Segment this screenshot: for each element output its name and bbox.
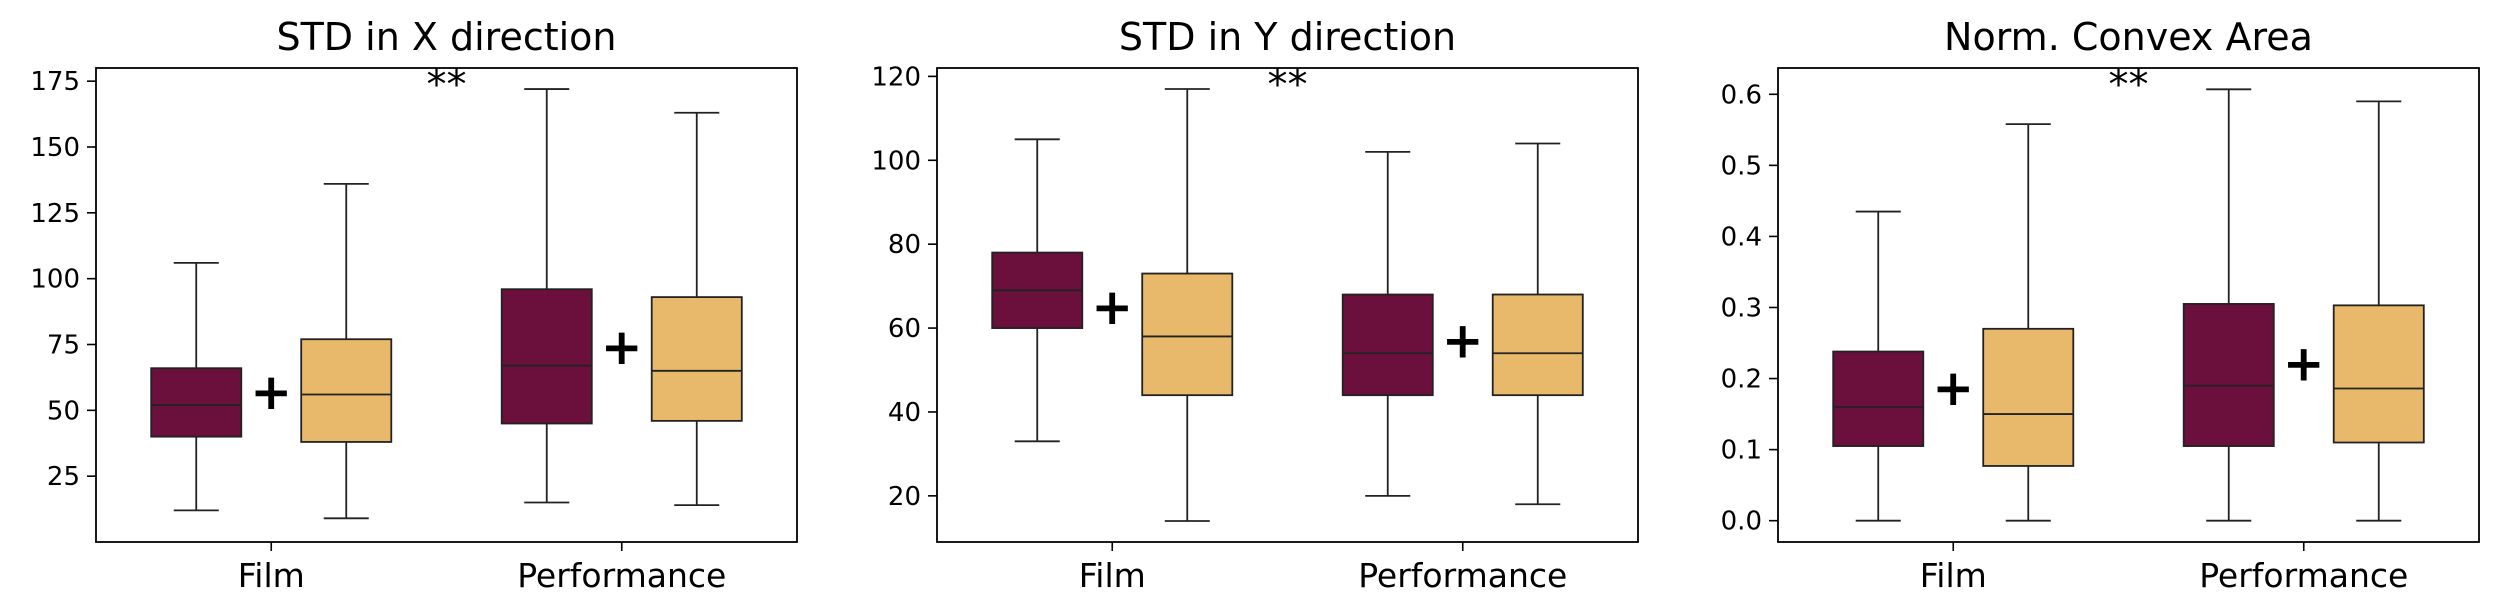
y-tick-label: 0.0 [1721, 507, 1762, 537]
plot-frame [1777, 67, 2480, 543]
panel-convex-area: Norm. Convex Area ** Film Performance 0.… [1721, 15, 2480, 595]
panel-std-x: STD in X direction ** Film Performance 2… [30, 15, 798, 595]
x-category-label: Film [1079, 556, 1146, 595]
y-tick-label: 80 [888, 230, 921, 260]
y-tick-label: 0.6 [1721, 80, 1762, 110]
box [650, 296, 743, 422]
box [1832, 350, 1925, 447]
box [2182, 303, 2275, 447]
y-tick-label: 0.2 [1721, 365, 1762, 395]
y-tick-label: 0.4 [1721, 222, 1762, 252]
box [500, 288, 593, 425]
box [1982, 327, 2075, 467]
y-tick-label: 0.5 [1721, 151, 1762, 181]
box [150, 367, 243, 438]
box [2332, 304, 2425, 444]
box [1491, 293, 1584, 397]
significance-label: ** [427, 62, 467, 108]
y-tick-label: 40 [888, 398, 921, 428]
plot-frame [936, 67, 1639, 543]
x-category-label: Performance [1358, 556, 1567, 595]
mean-marker: + [2283, 335, 2325, 393]
mean-marker: + [601, 318, 643, 376]
y-tick-label: 0.3 [1721, 293, 1762, 323]
mean-marker: + [1932, 359, 1974, 417]
y-tick-label: 20 [888, 482, 921, 512]
x-category-label: Performance [2199, 556, 2408, 595]
box [1341, 293, 1434, 397]
y-tick-label: 100 [871, 146, 921, 176]
y-tick-label: 60 [888, 314, 921, 344]
box [300, 338, 393, 443]
y-tick-label: 175 [30, 67, 80, 97]
mean-marker: + [250, 363, 292, 421]
significance-label: ** [1268, 62, 1308, 108]
x-category-label: Film [1920, 556, 1987, 595]
x-category-label: Film [238, 556, 305, 595]
chart-title: Norm. Convex Area [1944, 15, 2313, 59]
chart-title: STD in Y direction [1119, 15, 1456, 59]
plot-frame [95, 67, 798, 543]
panel-std-y: STD in Y direction ** Film Performance 2… [871, 15, 1639, 595]
y-tick-label: 150 [30, 133, 80, 163]
y-tick-label: 25 [47, 462, 80, 492]
mean-marker: + [1091, 278, 1133, 336]
chart-title: STD in X direction [276, 15, 616, 59]
mean-marker: + [1442, 312, 1484, 370]
y-tick-label: 50 [47, 396, 80, 426]
y-tick-label: 100 [30, 265, 80, 295]
box [1141, 272, 1234, 397]
y-tick-label: 75 [47, 331, 80, 361]
y-tick-label: 125 [30, 199, 80, 229]
significance-label: ** [2109, 62, 2149, 108]
y-tick-label: 0.1 [1721, 436, 1762, 466]
y-tick-label: 120 [871, 62, 921, 92]
x-category-label: Performance [517, 556, 726, 595]
